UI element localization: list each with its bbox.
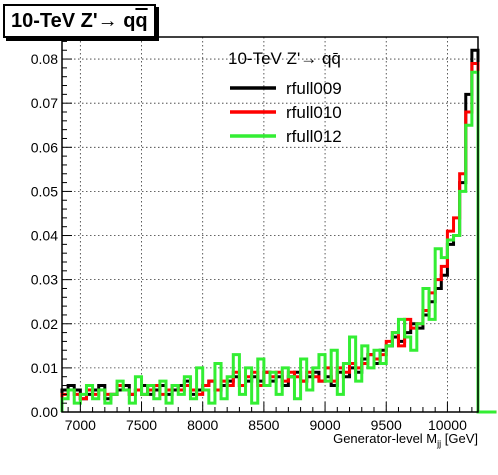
y-tick-label: 0.01 — [31, 360, 58, 376]
y-tick-label: 0.07 — [31, 95, 58, 111]
axis-ticks: 7000 7500 8000 8500 9000 9500 10000 0.00 0.01 0.0… — [31, 40, 473, 433]
legend-label-rfull012: rfull012 — [286, 127, 342, 146]
x-tick-label: 8500 — [248, 417, 279, 433]
y-tick-label: 0.00 — [31, 404, 58, 420]
y-tick-label: 0.04 — [31, 228, 58, 244]
y-tick-label: 0.03 — [31, 272, 58, 288]
y-tick-label: 0.08 — [31, 51, 58, 67]
series-rfull012 — [60, 70, 497, 414]
x-tick-label: 9500 — [371, 417, 402, 433]
legend-label-rfull009: rfull009 — [286, 79, 342, 98]
x-tick-label: 8000 — [187, 417, 218, 433]
grid-lines — [62, 37, 478, 413]
legend-title: 10-TeV Z'→ qq̄ — [228, 49, 341, 68]
series-rfull009 — [60, 48, 497, 414]
plot-frame — [61, 36, 479, 413]
series-rfull010 — [60, 61, 497, 414]
y-tick-label: 0.02 — [31, 316, 58, 332]
chart-title: 10-TeV Z'→ qq — [3, 4, 156, 38]
x-tick-label: 7500 — [126, 417, 157, 433]
series-layer — [60, 48, 497, 414]
y-tick-label: 0.06 — [31, 139, 58, 155]
legend: 10-TeV Z'→ qq̄ rfull009 rfull010 rfull012 — [228, 49, 342, 146]
x-axis-label: Generator-level Mjj [GeV] — [333, 431, 478, 449]
y-tick-label: 0.05 — [31, 183, 58, 199]
legend-label-rfull010: rfull010 — [286, 103, 342, 122]
x-tick-label: 9000 — [309, 417, 340, 433]
x-tick-label: 7000 — [65, 417, 96, 433]
x-tick-label: 10000 — [428, 417, 467, 433]
